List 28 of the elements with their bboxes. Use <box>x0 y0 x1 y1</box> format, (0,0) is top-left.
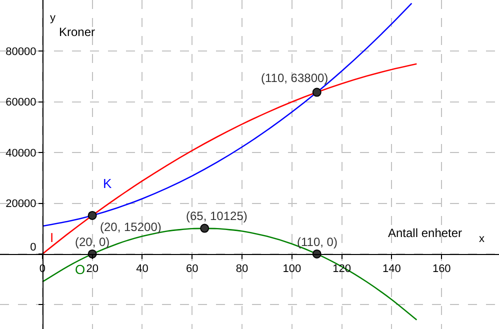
y-tick-label: 60000 <box>6 96 36 109</box>
annotation: (65, 10125) <box>186 209 248 223</box>
y-tick-label: 40000 <box>6 147 36 160</box>
point <box>312 88 322 97</box>
annotation: x <box>479 233 485 245</box>
line-series <box>42 63 418 255</box>
x-tick-label: 160 <box>432 263 451 276</box>
x-tick-label: 140 <box>382 263 401 276</box>
x-tick-label: 60 <box>186 263 198 276</box>
annotation: (20, 0) <box>75 235 110 249</box>
series-label: I <box>50 230 54 245</box>
x-axis-title: Antall enheter <box>388 226 462 240</box>
x-tick-label: 80 <box>236 263 248 276</box>
series-label: K <box>103 176 112 191</box>
annotation: (20, 15200) <box>100 220 162 234</box>
annotation: y <box>50 12 56 24</box>
y-axis-title: Kroner <box>59 25 96 39</box>
point <box>200 224 210 233</box>
x-tick-label: 100 <box>282 263 302 276</box>
y-tick-label: 0 <box>30 242 36 254</box>
annotation: (110, 63800) <box>261 71 328 85</box>
series-label: O <box>75 262 86 277</box>
x-tick-label: 40 <box>136 263 148 276</box>
point <box>88 210 97 220</box>
y-tick-label: 20000 <box>6 198 36 210</box>
annotation: (110, 0) <box>297 235 338 249</box>
x-tick-label: 20 <box>86 263 98 276</box>
y-tick-label: 80000 <box>6 46 36 58</box>
